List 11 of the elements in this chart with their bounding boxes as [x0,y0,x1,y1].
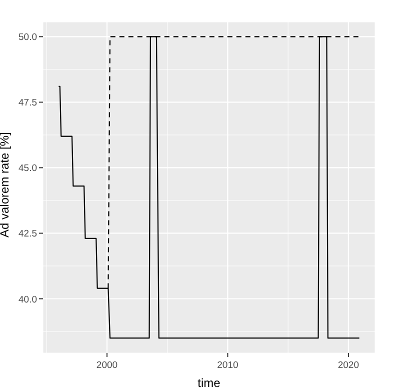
x-tick-label: 2010 [217,360,238,371]
y-tick-label: 40.0 [18,294,37,306]
y-axis-title: Ad valorem rate [%] [0,132,12,238]
x-tick-label: 2000 [96,360,118,371]
y-tick-label: 47.5 [18,98,37,109]
x-axis-title: time [198,376,221,389]
y-tick-label: 45.0 [18,163,37,174]
y-tick-label: 50.0 [18,32,37,44]
x-tick-label: 2020 [338,360,360,371]
y-tick-label: 42.5 [18,228,37,240]
line-series [58,36,360,339]
